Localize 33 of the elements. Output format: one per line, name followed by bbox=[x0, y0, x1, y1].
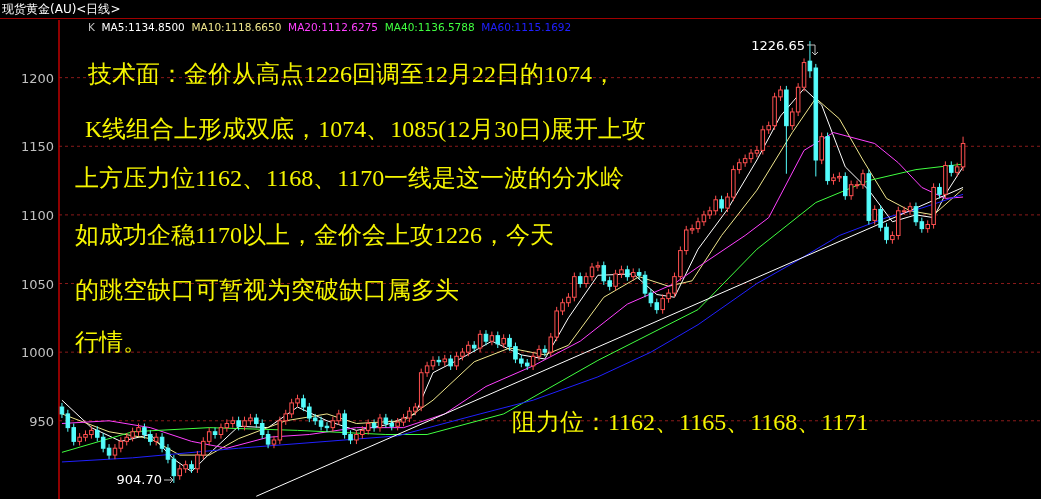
annotation: K线组合上形成双底，1074、1085(12月30日)展开上攻 bbox=[85, 116, 647, 142]
y-tick-label: 1150 bbox=[20, 139, 54, 155]
annotation: 阻力位：1162、1165、1168、1171 bbox=[512, 409, 869, 435]
y-tick-label: 1100 bbox=[20, 207, 54, 223]
candlestick bbox=[212, 427, 218, 440]
text: MA60:1115.1692 bbox=[481, 21, 578, 33]
y-tick-label: 1050 bbox=[20, 276, 54, 292]
y-tick-label: 1000 bbox=[20, 345, 54, 361]
candlestick bbox=[819, 132, 824, 165]
y-tick-label: 1200 bbox=[20, 70, 54, 86]
candlestick bbox=[477, 329, 483, 353]
candlestick bbox=[872, 204, 877, 225]
y-tick-label: 950 bbox=[29, 413, 54, 429]
annotation: 904.70 bbox=[116, 472, 162, 487]
text: MA40:1136.5788 bbox=[384, 21, 482, 33]
candlestick bbox=[371, 418, 377, 433]
candlestick bbox=[436, 355, 442, 367]
annotation: 的跳空缺口可暂视为突破缺口属多头 bbox=[75, 277, 459, 303]
legend-title: K bbox=[88, 21, 102, 33]
annotation: 如成功企稳1170以上，金价会上攻1226，今天 bbox=[75, 222, 555, 248]
annotation: 1226.65 bbox=[751, 38, 805, 53]
candlestick bbox=[483, 329, 489, 346]
candlestick bbox=[860, 169, 866, 190]
annotation: 行情。 bbox=[75, 329, 147, 355]
annotation: 技术面：金价从高点1226回调至12月22日的1074， bbox=[87, 61, 616, 87]
chart-title: 现货黄金(AU)<日线> bbox=[2, 2, 121, 16]
text: MA20:1112.6275 bbox=[288, 21, 385, 33]
text: MA10:1118.6650 bbox=[191, 21, 289, 33]
annotation: 上方压力位1162、1168、1170一线是这一波的分水岭 bbox=[75, 165, 625, 191]
candlestick bbox=[843, 171, 848, 201]
candlestick bbox=[542, 344, 548, 357]
candlestick bbox=[159, 432, 165, 453]
text: MA5:1134.8500 bbox=[101, 21, 192, 33]
